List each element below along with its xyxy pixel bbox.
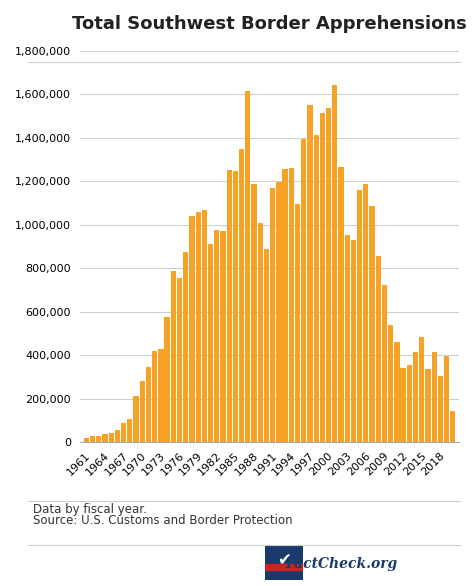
Bar — [214, 230, 219, 442]
Text: FactCheck.org: FactCheck.org — [285, 557, 397, 571]
Bar — [450, 411, 456, 442]
Bar — [283, 169, 288, 442]
Bar — [245, 91, 250, 442]
Bar — [320, 113, 325, 442]
Bar — [127, 419, 132, 442]
Bar — [332, 85, 337, 442]
Bar — [444, 356, 449, 442]
Bar — [301, 139, 306, 442]
Bar — [171, 271, 176, 442]
Bar — [438, 376, 443, 442]
Bar — [375, 255, 381, 442]
Bar — [258, 223, 263, 442]
Bar — [326, 108, 331, 442]
Bar — [96, 436, 101, 442]
Bar — [289, 168, 294, 442]
Bar — [369, 206, 374, 442]
Bar — [164, 317, 170, 442]
Bar — [208, 244, 213, 442]
Bar — [109, 433, 114, 442]
Bar — [394, 342, 400, 442]
Text: ✔: ✔ — [277, 552, 292, 570]
Bar — [202, 210, 207, 442]
Bar — [239, 149, 244, 442]
Bar — [195, 212, 201, 442]
Bar — [115, 431, 120, 442]
Bar — [189, 216, 195, 442]
Bar — [413, 352, 418, 442]
Bar — [152, 351, 157, 442]
Bar — [177, 278, 182, 442]
Bar — [183, 252, 188, 442]
Bar — [295, 205, 300, 442]
Text: Source: U.S. Customs and Border Protection: Source: U.S. Customs and Border Protecti… — [33, 515, 293, 527]
Bar — [270, 188, 275, 442]
Bar — [140, 381, 145, 442]
Bar — [401, 369, 406, 442]
Bar — [407, 365, 412, 442]
Bar — [233, 171, 238, 442]
Bar — [146, 367, 151, 442]
Title: Total Southwest Border Apprehensions: Total Southwest Border Apprehensions — [72, 15, 467, 33]
Bar — [382, 285, 387, 442]
Bar — [388, 325, 393, 442]
Bar — [351, 240, 356, 442]
Bar — [276, 182, 282, 442]
Bar — [220, 231, 226, 442]
Text: Data by fiscal year.: Data by fiscal year. — [33, 503, 147, 516]
Bar — [84, 438, 89, 442]
Bar — [313, 135, 319, 442]
Bar — [90, 436, 95, 442]
Bar — [363, 184, 368, 442]
Bar — [419, 336, 424, 442]
Bar — [158, 349, 164, 442]
Bar — [227, 171, 232, 442]
Bar — [425, 369, 430, 442]
Bar — [264, 248, 269, 442]
Bar — [251, 183, 257, 442]
Bar — [431, 352, 437, 442]
Bar — [338, 167, 344, 442]
Bar — [102, 434, 108, 442]
Bar — [133, 396, 139, 442]
Bar — [265, 564, 303, 570]
Bar — [307, 105, 312, 442]
Bar — [345, 235, 350, 442]
Bar — [121, 423, 126, 442]
Bar — [357, 190, 362, 442]
